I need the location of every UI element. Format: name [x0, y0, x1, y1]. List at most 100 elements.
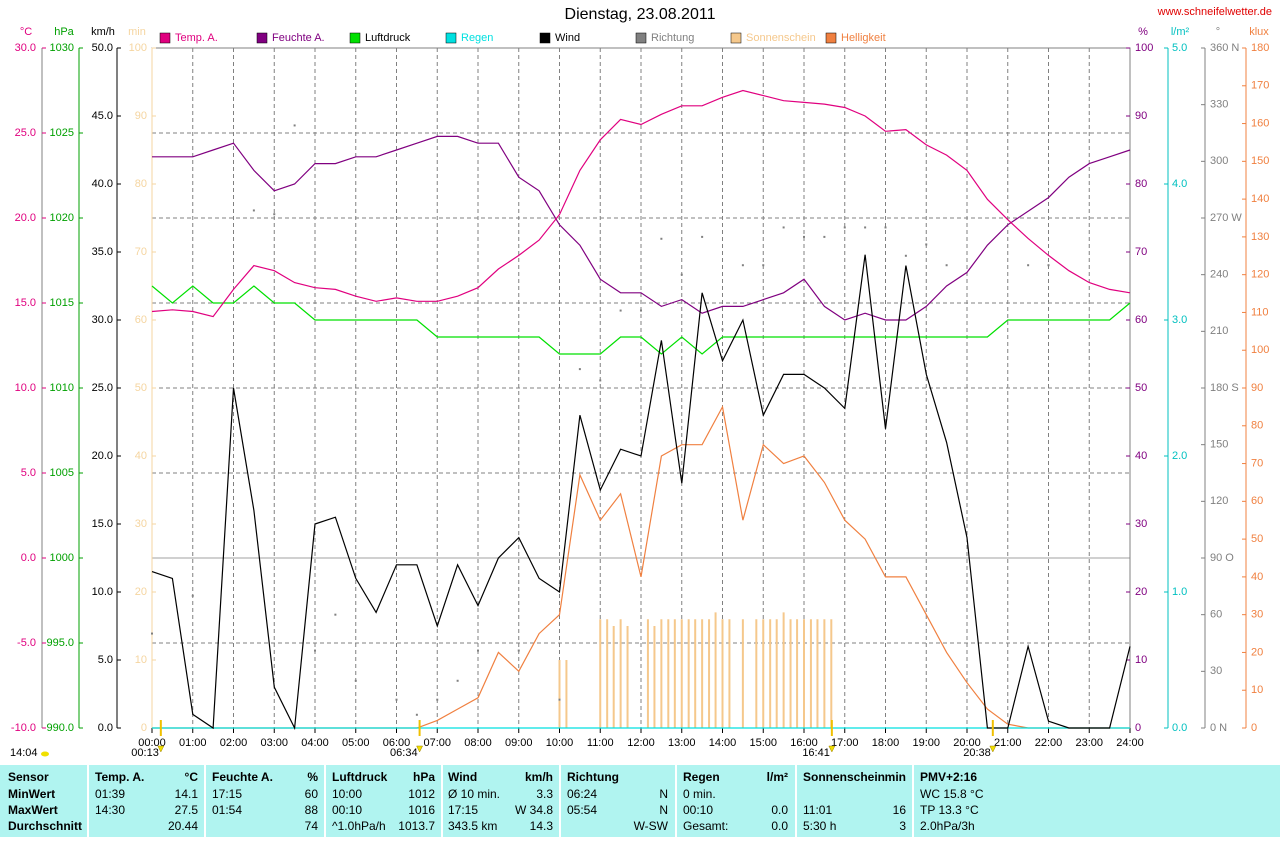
- table-cell: 17:15: [212, 787, 242, 801]
- y-tick-label: 150: [1251, 155, 1269, 167]
- table-cell: 01:39: [95, 787, 125, 801]
- direction-dot: [599, 379, 602, 382]
- table-cell: 16: [893, 803, 907, 817]
- direction-dot: [395, 698, 398, 701]
- y-tick-label: 25.0: [15, 127, 36, 139]
- direction-dot: [415, 713, 418, 716]
- y-tick-label: 40: [135, 450, 147, 462]
- x-tick-label: 18:00: [872, 737, 900, 749]
- direction-dot: [762, 264, 765, 267]
- x-tick-label: 16:00: [790, 737, 818, 749]
- table-cell: 10:00: [332, 787, 362, 801]
- moon-icon: [41, 751, 49, 757]
- direction-dot: [782, 226, 785, 229]
- y-tick-label: 1000: [50, 552, 74, 564]
- y-tick-label: 80: [1135, 178, 1147, 190]
- x-tick-label: 21:00: [994, 737, 1022, 749]
- table-cell: 00:10: [332, 803, 362, 817]
- legend-swatch: [159, 32, 171, 44]
- direction-dot: [436, 698, 439, 701]
- y-tick-label: 240: [1210, 269, 1228, 281]
- y-tick-label: 30: [1251, 609, 1263, 621]
- chart-title: Dienstag, 23.08.2011: [565, 6, 716, 23]
- table-cell: 14.1: [175, 787, 199, 801]
- y-tick-label: 1020: [50, 212, 74, 224]
- stats-table-bg: [0, 765, 1280, 837]
- x-tick-label: 01:00: [179, 737, 207, 749]
- annotation-label: 06:34: [390, 747, 418, 759]
- legend-label: Helligkeit: [841, 32, 886, 44]
- x-tick-label: 14:00: [709, 737, 737, 749]
- y-tick-label: 110: [1251, 306, 1269, 318]
- direction-dot: [701, 235, 704, 238]
- table-cell: ^1.0hPa/h: [332, 819, 386, 833]
- x-tick-label: 15:00: [749, 737, 777, 749]
- direction-dot: [456, 679, 459, 682]
- x-tick-label: 23:00: [1075, 737, 1103, 749]
- annotation-label: 00:13: [131, 747, 159, 759]
- y-tick-label: 20.0: [92, 450, 113, 462]
- y-tick-label: 10: [1135, 654, 1147, 666]
- y-tick-label: 0: [141, 722, 147, 734]
- legend-swatch: [256, 32, 268, 44]
- y-tick-label: 60: [135, 314, 147, 326]
- x-tick-label: 09:00: [505, 737, 533, 749]
- y-tick-label: 20: [1251, 646, 1263, 658]
- table-cell: 14:30: [95, 803, 125, 817]
- legend-label: Wind: [555, 32, 580, 44]
- y-tick-label: 995.0: [46, 637, 74, 649]
- y-tick-label: 10: [1251, 684, 1263, 696]
- axis-unit: klux: [1249, 26, 1269, 38]
- legend-label: Regen: [461, 32, 493, 44]
- table-cell: 2.0hPa/3h: [920, 819, 975, 833]
- direction-dot: [191, 594, 194, 597]
- annotation-icon: [828, 745, 836, 753]
- table-cell: 1013.7: [398, 819, 435, 833]
- legend-label: Richtung: [651, 32, 694, 44]
- y-tick-label: 210: [1210, 325, 1228, 337]
- table-cell: 00:10: [683, 803, 713, 817]
- y-tick-label: 180 S: [1210, 382, 1239, 394]
- table-cell: MinWert: [8, 787, 55, 801]
- y-tick-label: 25.0: [92, 382, 113, 394]
- table-cell: km/h: [525, 770, 553, 784]
- table-cell: 74: [305, 819, 319, 833]
- table-cell: Feuchte A.: [212, 770, 273, 784]
- y-tick-label: 90: [135, 110, 147, 122]
- y-tick-label: 160: [1251, 117, 1269, 129]
- annotation-label: 20:38: [963, 747, 991, 759]
- direction-dot: [293, 124, 296, 127]
- table-cell: Richtung: [567, 770, 619, 784]
- source-link: www.schneifelwetter.de: [1157, 6, 1272, 18]
- y-tick-label: 1005: [50, 467, 74, 479]
- x-tick-label: 24:00: [1116, 737, 1144, 749]
- legend-label: Temp. A.: [175, 32, 218, 44]
- x-tick-label: 04:00: [301, 737, 329, 749]
- y-tick-label: 5.0: [1172, 42, 1187, 54]
- series-line: [152, 135, 1131, 321]
- y-tick-label: 4.0: [1172, 178, 1187, 190]
- x-tick-label: 13:00: [668, 737, 696, 749]
- direction-dot: [619, 309, 622, 312]
- x-tick-label: 05:00: [342, 737, 370, 749]
- y-tick-label: 120: [1251, 269, 1269, 281]
- direction-dot: [640, 309, 642, 312]
- table-cell: 20.44: [168, 819, 198, 833]
- x-tick-label: 02:00: [220, 737, 248, 749]
- direction-dot: [721, 328, 724, 331]
- x-tick-label: 19:00: [912, 737, 940, 749]
- y-tick-label: 360 N: [1210, 42, 1239, 54]
- direction-dot: [660, 237, 663, 240]
- annotation-icon: [157, 745, 165, 753]
- table-cell: Ø 10 min.: [448, 787, 500, 801]
- table-cell: N: [659, 787, 668, 801]
- y-tick-label: 15.0: [15, 297, 36, 309]
- y-tick-label: 300: [1210, 155, 1228, 167]
- table-cell: PMV+2:16: [920, 770, 977, 784]
- y-tick-label: 140: [1251, 193, 1269, 205]
- y-tick-label: 30.0: [92, 314, 113, 326]
- direction-dot: [517, 649, 520, 652]
- y-tick-label: 0.0: [21, 552, 36, 564]
- table-cell: 27.5: [175, 803, 199, 817]
